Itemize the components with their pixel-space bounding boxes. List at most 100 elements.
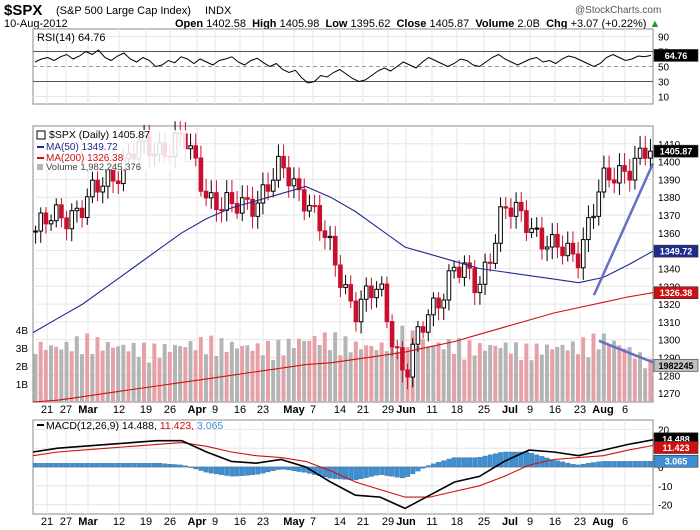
- volume-bar: [643, 368, 648, 402]
- histogram-value-box: [653, 454, 699, 468]
- macd-histogram-bar: [405, 466, 411, 477]
- volume-bar: [95, 337, 100, 402]
- volume-value: 2.0B: [517, 18, 540, 30]
- macd-histogram-bar: [348, 466, 354, 480]
- rsi-legend: RSI(14) 64.76: [37, 32, 105, 44]
- candle-body: [208, 192, 214, 199]
- volume-bar: [69, 351, 74, 402]
- volume-bar: [638, 352, 642, 402]
- candle-body: [281, 155, 286, 169]
- macd-histogram-bar: [265, 466, 271, 473]
- rsi-oversold-shade: [305, 81, 312, 83]
- volume-bar: [266, 340, 270, 402]
- macd-histogram-bar: [513, 451, 519, 468]
- macd-histogram-bar: [95, 463, 101, 468]
- macd-histogram-bar: [203, 466, 209, 473]
- macd-histogram-bar: [343, 466, 349, 480]
- x-tick-label: 6: [622, 404, 628, 416]
- macd-legend-prefix: MACD(12,26,9): [46, 420, 119, 432]
- volume-bar: [493, 345, 498, 402]
- macd-histogram-bar: [585, 463, 591, 468]
- macd-histogram-bar: [399, 466, 405, 479]
- volume-bar: [462, 359, 467, 402]
- x-tick-label: Aug: [592, 516, 613, 528]
- macd-histogram-bar: [467, 457, 473, 468]
- macd-histogram-bar: [363, 466, 369, 478]
- price-legend-bg: [36, 130, 186, 170]
- ma50-value-box: [653, 244, 699, 258]
- macd-histogram-bar: [353, 466, 359, 481]
- volume-bar: [607, 345, 611, 402]
- macd-legend-hist: 3.065: [194, 420, 223, 432]
- candle-body: [74, 207, 80, 212]
- volume-bar: [162, 344, 167, 402]
- volume-bar: [142, 342, 146, 402]
- volume-bar: [343, 336, 348, 402]
- macd-histogram-bar: [472, 457, 478, 468]
- candle-body: [79, 207, 85, 218]
- candle-body: [456, 266, 462, 278]
- x-tick-label: 27: [60, 404, 72, 416]
- volume-trendline: [598, 339, 654, 364]
- candle-body: [425, 314, 431, 333]
- macd-histogram-bar: [425, 465, 431, 468]
- candle-body: [64, 217, 69, 230]
- volume-bar: [105, 341, 110, 402]
- x-tick-label: 12: [113, 516, 125, 528]
- macd-histogram-bar: [482, 455, 488, 468]
- candle-body: [534, 227, 540, 230]
- close-value-label: 1405.87: [660, 147, 693, 157]
- macd-histogram-bar: [415, 466, 421, 472]
- volume-bar: [281, 355, 286, 402]
- histogram-value-label: 3.065: [665, 457, 688, 467]
- volume-bar: [421, 339, 425, 402]
- macd-histogram-bar: [518, 451, 524, 468]
- volume-bar: [85, 333, 90, 402]
- macd-line: [32, 439, 654, 510]
- macd-histogram-bar: [461, 457, 467, 468]
- volume-label: Volume: [475, 18, 515, 30]
- ohlc-readout: Open 1402.58 High 1405.98 Low 1395.62 Cl…: [175, 18, 660, 30]
- candle-body: [508, 207, 514, 217]
- candle-body: [203, 190, 209, 199]
- macd-histogram-bar: [606, 461, 612, 468]
- macd-histogram-bar: [74, 463, 80, 468]
- macd-histogram-bar: [286, 466, 292, 471]
- macd-histogram-bar: [167, 463, 173, 468]
- macd-histogram-bar: [208, 466, 214, 474]
- candle-body: [498, 206, 503, 244]
- macd-histogram-bar: [224, 466, 230, 476]
- macd-tick-label: 0: [658, 463, 664, 474]
- macd-histogram-bar: [58, 463, 64, 468]
- price-trendline: [592, 162, 655, 296]
- volume-bar: [90, 353, 95, 402]
- macd-histogram-bar: [229, 466, 235, 477]
- volume-bar: [519, 359, 524, 402]
- volume-bar: [43, 349, 48, 402]
- volume-bar: [395, 351, 400, 402]
- candle-body: [53, 204, 59, 222]
- candle-body: [115, 180, 121, 185]
- macd-histogram-bar: [384, 466, 390, 476]
- volume-bar: [483, 350, 487, 402]
- x-tick-label: May: [283, 404, 305, 416]
- volume-bar: [152, 343, 157, 402]
- candle-body: [487, 261, 493, 264]
- macd-histogram-bar: [611, 461, 617, 468]
- candle-body: [322, 230, 328, 239]
- candle-body: [276, 155, 281, 181]
- x-tick-label: 29: [382, 516, 394, 528]
- candle-body: [69, 210, 75, 230]
- macd-value-label: 14.488: [662, 434, 690, 444]
- macd-histogram-bar: [69, 463, 75, 468]
- volume-bar: [596, 349, 601, 402]
- candle-body: [462, 262, 467, 278]
- candle-body: [260, 184, 266, 204]
- volume-bar: [276, 339, 281, 402]
- volume-bar: [333, 332, 338, 402]
- candle-body: [353, 300, 359, 323]
- low-label: Low: [325, 18, 348, 30]
- macd-histogram-bar: [89, 463, 95, 468]
- x-tick-label: 27: [60, 516, 72, 528]
- macd-histogram-bar: [529, 453, 535, 468]
